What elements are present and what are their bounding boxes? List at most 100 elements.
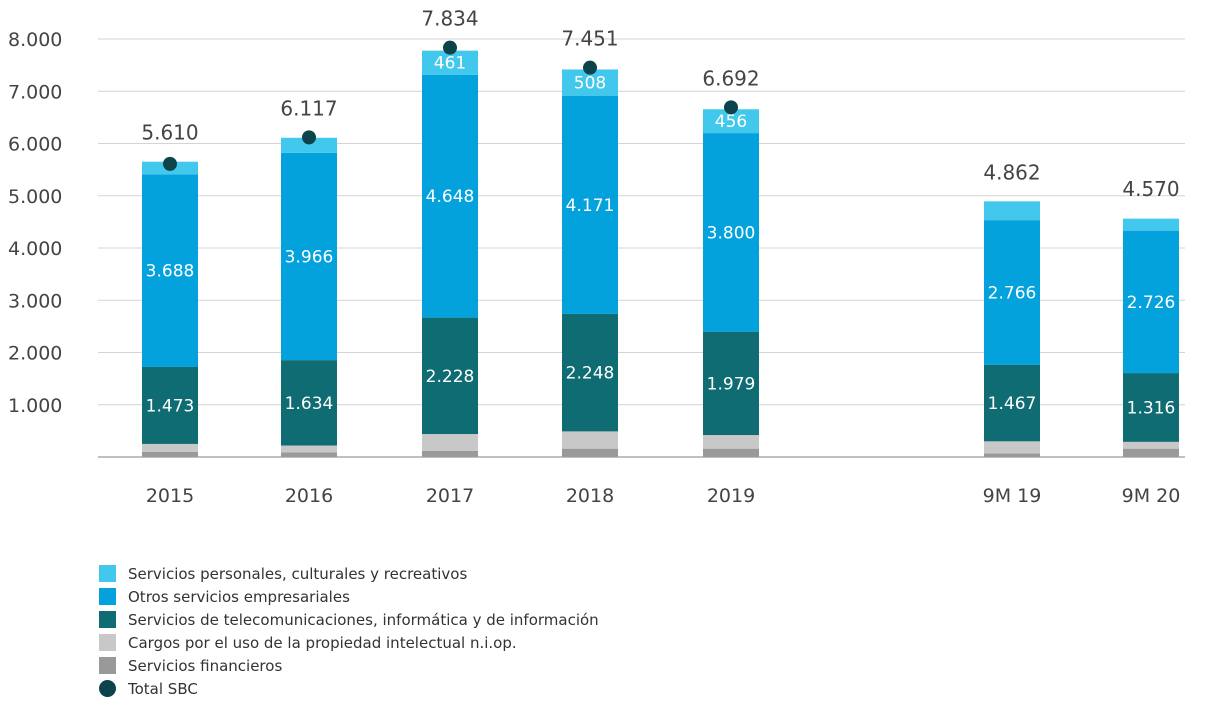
data-label-otros-servicios-empresariales-2016: 3.966 xyxy=(285,248,334,268)
x-tick-label-2019: 2019 xyxy=(707,485,755,507)
data-label-servicios-de-telecomunicaciones-inform-tica-y-de-informaci-n-2016: 1.634 xyxy=(285,394,334,414)
data-label-servicios-de-telecomunicaciones-inform-tica-y-de-informaci-n-9m-19: 1.467 xyxy=(988,394,1037,414)
bar-servicios-financieros-2018 xyxy=(562,448,618,457)
legend: Servicios personales, culturales y recre… xyxy=(99,562,599,700)
bar-cargos-por-el-uso-de-la-propiedad-intelectual-n-i-op-2016 xyxy=(281,445,337,453)
bar-servicios-personales-culturales-y-recreativos-2016 xyxy=(281,137,337,153)
bar-otros-servicios-empresariales-2015 xyxy=(142,174,198,367)
bar-cargos-por-el-uso-de-la-propiedad-intelectual-n-i-op-2019 xyxy=(703,435,759,449)
total-marker-2015 xyxy=(163,156,177,171)
total-label-2016: 6.117 xyxy=(280,96,337,120)
bar-servicios-de-telecomunicaciones-inform-tica-y-de-informaci-n-9m-19 xyxy=(984,364,1040,442)
bar-servicios-financieros-9m-20 xyxy=(1123,448,1179,457)
total-marker-2019 xyxy=(724,100,738,115)
bar-servicios-financieros-9m-19 xyxy=(984,453,1040,457)
data-label-servicios-de-telecomunicaciones-inform-tica-y-de-informaci-n-2017: 2.228 xyxy=(426,367,475,387)
bar-otros-servicios-empresariales-2017 xyxy=(422,74,478,318)
bar-otros-servicios-empresariales-2019 xyxy=(703,133,759,332)
bar-servicios-de-telecomunicaciones-inform-tica-y-de-informaci-n-2019 xyxy=(703,331,759,436)
data-label-otros-servicios-empresariales-9m-19: 2.766 xyxy=(988,283,1037,303)
bar-cargos-por-el-uso-de-la-propiedad-intelectual-n-i-op-9m-20 xyxy=(1123,441,1179,449)
bar-servicios-financieros-2016 xyxy=(281,452,337,457)
data-label-servicios-personales-culturales-y-recreativos-2017: 461 xyxy=(434,54,466,74)
legend-swatch-financieros xyxy=(99,657,116,674)
legend-item-propiedad-intelectual: Cargos por el uso de la propiedad intele… xyxy=(99,631,599,654)
bar-otros-servicios-empresariales-2016 xyxy=(281,152,337,361)
total-label-2015: 5.610 xyxy=(141,121,198,145)
data-label-servicios-de-telecomunicaciones-inform-tica-y-de-informaci-n-2019: 1.979 xyxy=(707,374,756,394)
legend-item-personales: Servicios personales, culturales y recre… xyxy=(99,562,599,585)
data-label-otros-servicios-empresariales-2015: 3.688 xyxy=(146,262,195,282)
total-label-2019: 6.692 xyxy=(702,66,759,90)
legend-item-total-sbc: Total SBC xyxy=(99,677,599,700)
bar-cargos-por-el-uso-de-la-propiedad-intelectual-n-i-op-2018 xyxy=(562,431,618,449)
data-label-otros-servicios-empresariales-2017: 4.648 xyxy=(426,187,475,207)
data-label-otros-servicios-empresariales-2019: 3.800 xyxy=(707,223,756,243)
legend-marker-total-sbc xyxy=(99,680,116,697)
bar-servicios-de-telecomunicaciones-inform-tica-y-de-informaci-n-2016 xyxy=(281,360,337,446)
y-tick-label-6000: 6.000 xyxy=(8,134,62,156)
bar-servicios-financieros-2015 xyxy=(142,451,198,457)
legend-label-financieros: Servicios financieros xyxy=(128,656,283,675)
x-tick-label-2018: 2018 xyxy=(566,485,614,507)
bar-servicios-de-telecomunicaciones-inform-tica-y-de-informaci-n-9m-20 xyxy=(1123,373,1179,442)
data-label-servicios-de-telecomunicaciones-inform-tica-y-de-informaci-n-2018: 2.248 xyxy=(566,364,615,384)
bar-cargos-por-el-uso-de-la-propiedad-intelectual-n-i-op-2017 xyxy=(422,434,478,451)
legend-swatch-propiedad-intelectual xyxy=(99,634,116,651)
total-label-9m-19: 4.862 xyxy=(983,160,1040,184)
grid-lines xyxy=(98,38,1185,406)
bar-otros-servicios-empresariales-9m-20 xyxy=(1123,230,1179,374)
bars: 1.473 3.688 1.634 3.966 2.228 4.648 461 2.248 4.… xyxy=(142,50,1179,457)
y-tick-label-2000: 2.000 xyxy=(8,343,62,365)
legend-label-propiedad-intelectual: Cargos por el uso de la propiedad intele… xyxy=(128,633,517,652)
bar-servicios-de-telecomunicaciones-inform-tica-y-de-informaci-n-2015 xyxy=(142,366,198,444)
legend-item-otros-empresariales: Otros servicios empresariales xyxy=(99,585,599,608)
bar-servicios-personales-culturales-y-recreativos-9m-19 xyxy=(984,201,1040,221)
legend-label-telecomunicaciones: Servicios de telecomunicaciones, informá… xyxy=(128,610,599,629)
legend-label-personales: Servicios personales, culturales y recre… xyxy=(128,564,468,583)
y-tick-label-1000: 1.000 xyxy=(8,395,62,417)
bar-cargos-por-el-uso-de-la-propiedad-intelectual-n-i-op-2015 xyxy=(142,443,198,452)
data-label-servicios-de-telecomunicaciones-inform-tica-y-de-informaci-n-9m-20: 1.316 xyxy=(1127,398,1176,418)
x-tick-label-2015: 2015 xyxy=(146,485,194,507)
legend-label-total-sbc: Total SBC xyxy=(128,679,198,698)
y-axis: 1.000 2.000 3.000 4.000 5.000 6.000 7.000 8.000 xyxy=(8,29,62,417)
legend-swatch-personales xyxy=(99,565,116,582)
total-label-2018: 7.451 xyxy=(561,27,618,51)
bar-servicios-personales-culturales-y-recreativos-2019 xyxy=(703,109,759,134)
y-tick-label-7000: 7.000 xyxy=(8,81,62,103)
data-label-otros-servicios-empresariales-2018: 4.171 xyxy=(566,196,615,216)
bar-servicios-de-telecomunicaciones-inform-tica-y-de-informaci-n-2017 xyxy=(422,317,478,435)
total-marker-2018 xyxy=(583,60,597,75)
legend-label-otros-empresariales: Otros servicios empresariales xyxy=(128,587,350,606)
stacked-bar-chart: 1.000 2.000 3.000 4.000 5.000 6.000 7.000 8.000… xyxy=(8,7,1185,507)
x-tick-label-9m-19: 9M 19 xyxy=(983,485,1042,507)
bar-servicios-financieros-2017 xyxy=(422,450,478,457)
x-tick-label-9m-20: 9M 20 xyxy=(1122,485,1181,507)
x-tick-label-2017: 2017 xyxy=(426,485,474,507)
data-label-otros-servicios-empresariales-9m-20: 2.726 xyxy=(1127,293,1176,313)
bar-servicios-financieros-2019 xyxy=(703,448,759,457)
legend-swatch-otros-empresariales xyxy=(99,588,116,605)
data-label-servicios-personales-culturales-y-recreativos-2018: 508 xyxy=(574,74,606,94)
total-label-2017: 7.834 xyxy=(421,7,478,31)
total-markers: 5.610 6.117 7.834 7.451 6.692 4.862 4.570 xyxy=(141,7,1179,202)
y-tick-label-4000: 4.000 xyxy=(8,238,62,260)
x-tick-label-2016: 2016 xyxy=(285,485,333,507)
data-label-servicios-de-telecomunicaciones-inform-tica-y-de-informaci-n-2015: 1.473 xyxy=(146,396,195,416)
bar-otros-servicios-empresariales-2018 xyxy=(562,96,618,314)
bar-cargos-por-el-uso-de-la-propiedad-intelectual-n-i-op-9m-19 xyxy=(984,441,1040,454)
legend-item-financieros: Servicios financieros xyxy=(99,654,599,677)
y-tick-label-8000: 8.000 xyxy=(8,29,62,51)
data-label-servicios-personales-culturales-y-recreativos-2019: 456 xyxy=(715,112,747,132)
total-marker-2016 xyxy=(302,130,316,145)
legend-item-telecomunicaciones: Servicios de telecomunicaciones, informá… xyxy=(99,608,599,631)
legend-swatch-telecomunicaciones xyxy=(99,611,116,628)
bar-otros-servicios-empresariales-9m-19 xyxy=(984,220,1040,365)
y-tick-label-5000: 5.000 xyxy=(8,186,62,208)
bar-servicios-de-telecomunicaciones-inform-tica-y-de-informaci-n-2018 xyxy=(562,313,618,432)
total-marker-2017 xyxy=(443,40,457,55)
bar-servicios-personales-culturales-y-recreativos-9m-20 xyxy=(1123,218,1179,231)
x-axis: 2015 2016 2017 2018 2019 9M 19 9M 20 xyxy=(98,456,1185,507)
y-tick-label-3000: 3.000 xyxy=(8,290,62,312)
